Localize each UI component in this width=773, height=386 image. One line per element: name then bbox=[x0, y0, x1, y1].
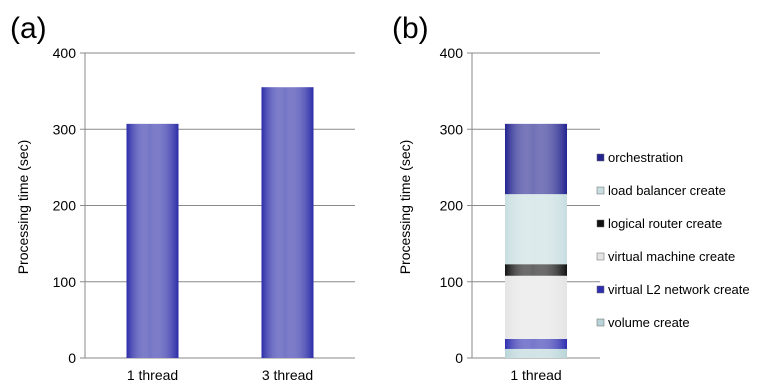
y-tick-label: 200 bbox=[440, 198, 464, 214]
panel-b-legend: orchestration load balancer create logical… bbox=[596, 150, 750, 330]
legend-label: logical router create bbox=[608, 216, 722, 231]
legend-swatch bbox=[596, 252, 605, 261]
segment-shade bbox=[505, 338, 567, 349]
segment-shade bbox=[505, 348, 567, 358]
panel-a-bars bbox=[126, 87, 314, 358]
y-tick-label: 0 bbox=[68, 350, 76, 366]
legend-label: virtual machine create bbox=[608, 249, 735, 264]
y-tick-label: 100 bbox=[440, 274, 464, 290]
legend-swatch bbox=[596, 186, 605, 195]
legend-swatch bbox=[596, 318, 605, 327]
chart-panel-b: (b) Processing time (sec) 0100200300400 … bbox=[392, 12, 750, 383]
panel-b-gridlines bbox=[467, 52, 600, 359]
y-tick-label: 0 bbox=[455, 350, 463, 366]
panel-b-x-ticks: 1 thread bbox=[510, 367, 561, 383]
legend-swatch bbox=[596, 219, 605, 228]
y-tick-label: 400 bbox=[53, 45, 77, 61]
legend-label: virtual L2 network create bbox=[608, 282, 750, 297]
y-tick-label: 200 bbox=[53, 198, 77, 214]
y-tick-label: 100 bbox=[53, 274, 77, 290]
panel-a-y-axis-title: Processing time (sec) bbox=[15, 140, 31, 275]
y-tick-label: 300 bbox=[53, 121, 77, 137]
panel-a-gridlines bbox=[80, 52, 355, 359]
segment-shade bbox=[505, 194, 567, 265]
panel-a-label: (a) bbox=[10, 12, 47, 45]
segment-shade bbox=[505, 264, 567, 276]
panel-b-label: (b) bbox=[392, 12, 429, 45]
panel-a-y-ticks: 0 100 200 300 400 bbox=[53, 45, 77, 366]
x-tick-label: 1 thread bbox=[510, 367, 561, 383]
legend-label: orchestration bbox=[608, 150, 683, 165]
bar-shade bbox=[126, 123, 179, 358]
panel-b-y-axis-title: Processing time (sec) bbox=[397, 140, 413, 275]
legend-swatch bbox=[596, 285, 605, 294]
panel-b-y-ticks: 0 100 200 300 400 bbox=[440, 45, 464, 366]
panel-a-x-ticks: 1 thread 3 thread bbox=[127, 367, 313, 383]
legend-label: load balancer create bbox=[608, 183, 726, 198]
bar-shade bbox=[261, 87, 314, 358]
x-tick-label: 1 thread bbox=[127, 367, 178, 383]
panel-b-stacked-bar bbox=[505, 123, 567, 358]
y-tick-label: 400 bbox=[440, 45, 464, 61]
x-tick-label: 3 thread bbox=[262, 367, 313, 383]
chart-panel-a: (a) Processing time (sec) 0100200300400 … bbox=[10, 12, 355, 383]
segment-shade bbox=[505, 275, 567, 339]
y-tick-label: 300 bbox=[440, 121, 464, 137]
segment-shade bbox=[505, 123, 567, 195]
legend-swatch bbox=[596, 153, 605, 162]
legend-label: volume create bbox=[608, 315, 690, 330]
